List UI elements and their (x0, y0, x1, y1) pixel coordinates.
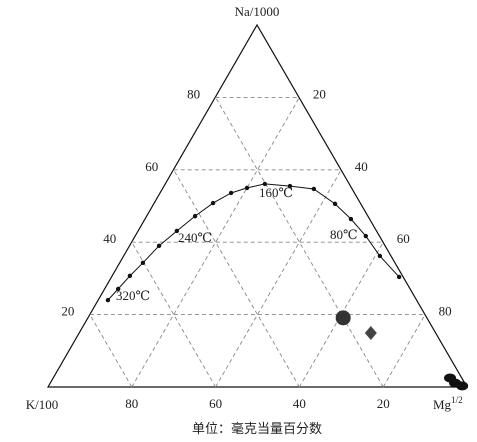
grid-line (382, 314, 426, 388)
k-tick-label: 60 (209, 396, 222, 411)
right-vertex-label: Mg1/2 (433, 395, 463, 412)
k-tick-label: 80 (125, 396, 138, 411)
sample-circle (335, 310, 351, 326)
curve-point (262, 181, 268, 187)
sample-diamond (364, 326, 377, 341)
grid-line (215, 169, 342, 388)
curve-point (348, 216, 354, 222)
caption: 单位：毫克当量百分数 (192, 421, 322, 436)
equilibrium-curve (107, 183, 400, 301)
k-tick-label: 40 (293, 396, 306, 411)
na-tick-label: 40 (103, 231, 116, 246)
temperature-label: 80℃ (330, 227, 358, 242)
temperature-label: 320℃ (116, 288, 150, 303)
mg-tick-label: 40 (355, 159, 368, 174)
top-vertex-label: Na/1000 (235, 4, 280, 19)
curve-point (210, 200, 216, 206)
curve-point (311, 186, 317, 192)
na-tick-label: 60 (145, 159, 158, 174)
curve-point (127, 273, 133, 279)
curve-point (287, 183, 293, 189)
curve-point (115, 286, 121, 292)
curve-point (228, 190, 234, 196)
right-vertex-main: Mg (433, 397, 452, 412)
curve-point (156, 243, 162, 249)
curve-point (192, 213, 198, 219)
mg-tick-label: 20 (313, 86, 326, 101)
mg-tick-label: 80 (439, 304, 452, 319)
na-tick-label: 20 (61, 304, 74, 319)
mg-tick-label: 60 (397, 231, 410, 246)
curve-point (332, 201, 338, 207)
na-tick-label: 80 (187, 86, 200, 101)
triangle-frame (46, 23, 469, 388)
curve-point (363, 233, 369, 239)
curve-point (105, 297, 111, 303)
grid-line (89, 314, 133, 388)
curve-point (174, 228, 180, 234)
curve-point (396, 274, 402, 280)
right-vertex-sup: 1/2 (451, 395, 463, 405)
k-tick-label: 20 (377, 396, 390, 411)
curve-point (140, 260, 146, 266)
temperature-label: 240℃ (178, 230, 212, 245)
curve-point (244, 185, 250, 191)
curve-point (377, 253, 383, 259)
sample-blob (456, 381, 469, 391)
grid-line (173, 169, 300, 388)
temperature-label: 160℃ (259, 185, 293, 200)
left-vertex-label: K/100 (26, 397, 59, 412)
